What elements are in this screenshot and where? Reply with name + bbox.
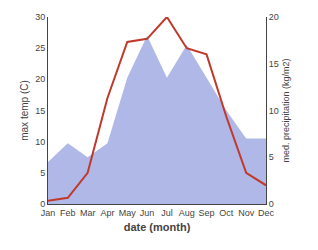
svg-text:20: 20: [269, 12, 279, 22]
svg-text:Aug: Aug: [179, 208, 195, 218]
svg-text:May: May: [119, 208, 137, 218]
svg-text:Jan: Jan: [41, 208, 56, 218]
svg-text:Feb: Feb: [60, 208, 76, 218]
svg-text:Dec: Dec: [258, 208, 275, 218]
svg-text:30: 30: [35, 12, 45, 22]
svg-text:0: 0: [269, 199, 274, 209]
svg-text:Jun: Jun: [140, 208, 155, 218]
svg-text:Apr: Apr: [100, 208, 114, 218]
svg-text:Jul: Jul: [161, 208, 173, 218]
svg-text:5: 5: [269, 152, 274, 162]
svg-text:date (month): date (month): [124, 221, 191, 233]
svg-text:0: 0: [40, 199, 45, 209]
svg-text:Nov: Nov: [238, 208, 255, 218]
svg-text:20: 20: [35, 74, 45, 84]
svg-text:10: 10: [269, 106, 279, 116]
svg-text:15: 15: [269, 59, 279, 69]
svg-text:max temp (C): max temp (C): [19, 80, 30, 141]
svg-text:med. precipitation (kg/m2): med. precipitation (kg/m2): [281, 58, 291, 162]
svg-text:25: 25: [35, 43, 45, 53]
svg-text:15: 15: [35, 106, 45, 116]
svg-text:5: 5: [40, 168, 45, 178]
svg-text:10: 10: [35, 137, 45, 147]
svg-text:Mar: Mar: [80, 208, 96, 218]
svg-text:Oct: Oct: [219, 208, 234, 218]
svg-text:Sep: Sep: [199, 208, 215, 218]
